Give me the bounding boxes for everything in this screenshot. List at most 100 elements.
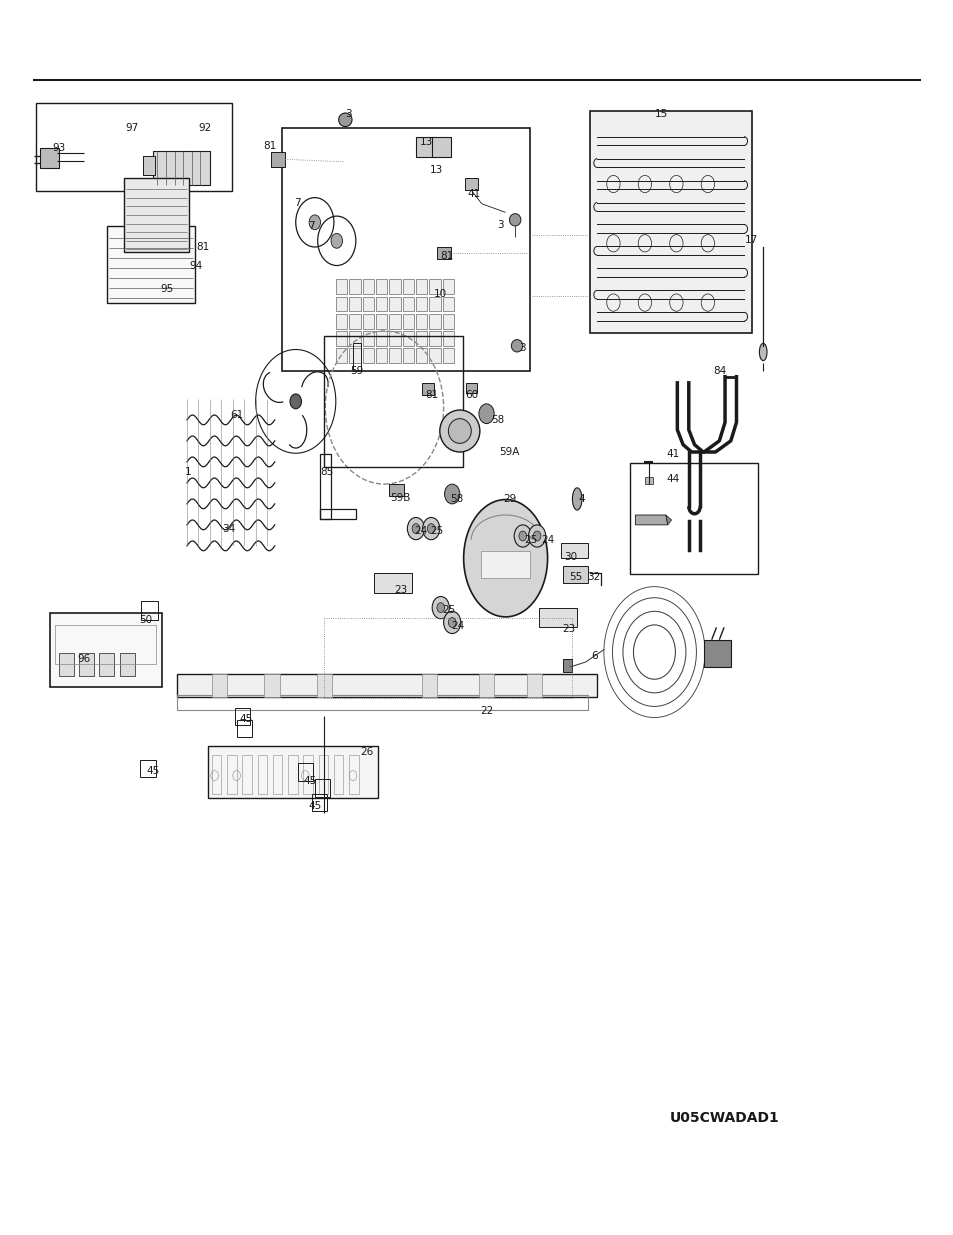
Text: 95: 95 [160, 284, 173, 294]
Bar [141, 601, 158, 620]
Bar [282, 128, 530, 370]
Bar [464, 178, 477, 190]
Text: 45: 45 [146, 766, 159, 776]
Bar [312, 794, 327, 811]
Bar [316, 674, 332, 697]
Bar [349, 279, 360, 294]
Bar [416, 348, 427, 363]
Bar [335, 296, 347, 311]
Ellipse shape [439, 410, 479, 452]
Text: 29: 29 [502, 494, 516, 504]
Circle shape [533, 531, 540, 541]
Bar [402, 314, 414, 329]
Circle shape [478, 404, 494, 424]
Bar [79, 653, 94, 676]
Text: 15: 15 [654, 109, 667, 119]
Text: 59: 59 [350, 366, 363, 375]
Bar [288, 755, 297, 794]
Bar [236, 720, 252, 737]
Text: 85: 85 [320, 467, 334, 477]
Text: 6: 6 [591, 651, 597, 661]
Bar [416, 314, 427, 329]
Text: 3: 3 [519, 343, 525, 353]
Bar [107, 226, 194, 303]
Text: U05CWADAD1: U05CWADAD1 [669, 1110, 780, 1125]
Bar [124, 178, 189, 252]
Bar [273, 755, 282, 794]
Bar [429, 314, 440, 329]
Text: 44: 44 [666, 474, 679, 484]
Bar [375, 331, 387, 346]
Circle shape [448, 618, 456, 627]
Text: 13: 13 [419, 137, 433, 147]
Text: 25: 25 [523, 535, 537, 545]
Bar [334, 755, 343, 794]
Bar [212, 674, 227, 697]
Circle shape [407, 517, 424, 540]
Text: 41: 41 [666, 450, 679, 459]
Bar [562, 659, 572, 672]
Text: 96: 96 [77, 655, 91, 664]
Bar [362, 348, 374, 363]
Bar [429, 331, 440, 346]
Text: 58: 58 [450, 494, 463, 504]
Bar [429, 279, 440, 294]
Circle shape [290, 394, 301, 409]
Text: 4: 4 [578, 494, 584, 504]
Circle shape [443, 611, 460, 634]
Text: 3: 3 [345, 109, 351, 119]
Circle shape [309, 215, 320, 230]
Text: 24: 24 [540, 535, 554, 545]
Text: 97: 97 [125, 124, 138, 133]
Text: 81: 81 [196, 242, 210, 252]
Bar [349, 348, 360, 363]
Bar [140, 760, 155, 777]
Bar [421, 383, 434, 395]
Ellipse shape [509, 214, 520, 226]
Bar [389, 279, 400, 294]
Text: 25: 25 [430, 526, 443, 536]
Circle shape [444, 484, 459, 504]
Text: 92: 92 [198, 124, 212, 133]
Bar [526, 674, 541, 697]
Text: 59A: 59A [498, 447, 519, 457]
Bar [416, 296, 427, 311]
Bar [349, 296, 360, 311]
Bar [349, 314, 360, 329]
Bar [40, 148, 59, 168]
Text: 13: 13 [429, 165, 442, 175]
Bar [442, 296, 454, 311]
Circle shape [412, 524, 419, 534]
Bar [335, 348, 347, 363]
Bar [375, 314, 387, 329]
Bar [436, 247, 451, 259]
Bar [389, 296, 400, 311]
Bar [242, 755, 252, 794]
Ellipse shape [759, 343, 766, 361]
Text: 50: 50 [139, 615, 152, 625]
Text: 10: 10 [434, 289, 447, 299]
Bar [416, 279, 427, 294]
Bar [314, 779, 330, 797]
Bar [478, 674, 494, 697]
Bar [362, 331, 374, 346]
Bar [208, 746, 377, 798]
Text: 22: 22 [479, 706, 493, 716]
Bar [362, 296, 374, 311]
Text: 24: 24 [414, 526, 427, 536]
Bar [389, 348, 400, 363]
Bar [319, 454, 331, 519]
Bar [227, 755, 236, 794]
Bar [389, 314, 400, 329]
Bar [429, 348, 440, 363]
Circle shape [331, 233, 342, 248]
Bar [50, 613, 162, 687]
Text: 41: 41 [467, 189, 480, 199]
Text: 60: 60 [465, 390, 478, 400]
Bar [271, 152, 285, 167]
Text: 45: 45 [308, 802, 321, 811]
Bar [362, 279, 374, 294]
Text: 23: 23 [561, 624, 575, 634]
Bar [375, 348, 387, 363]
Bar [99, 653, 114, 676]
